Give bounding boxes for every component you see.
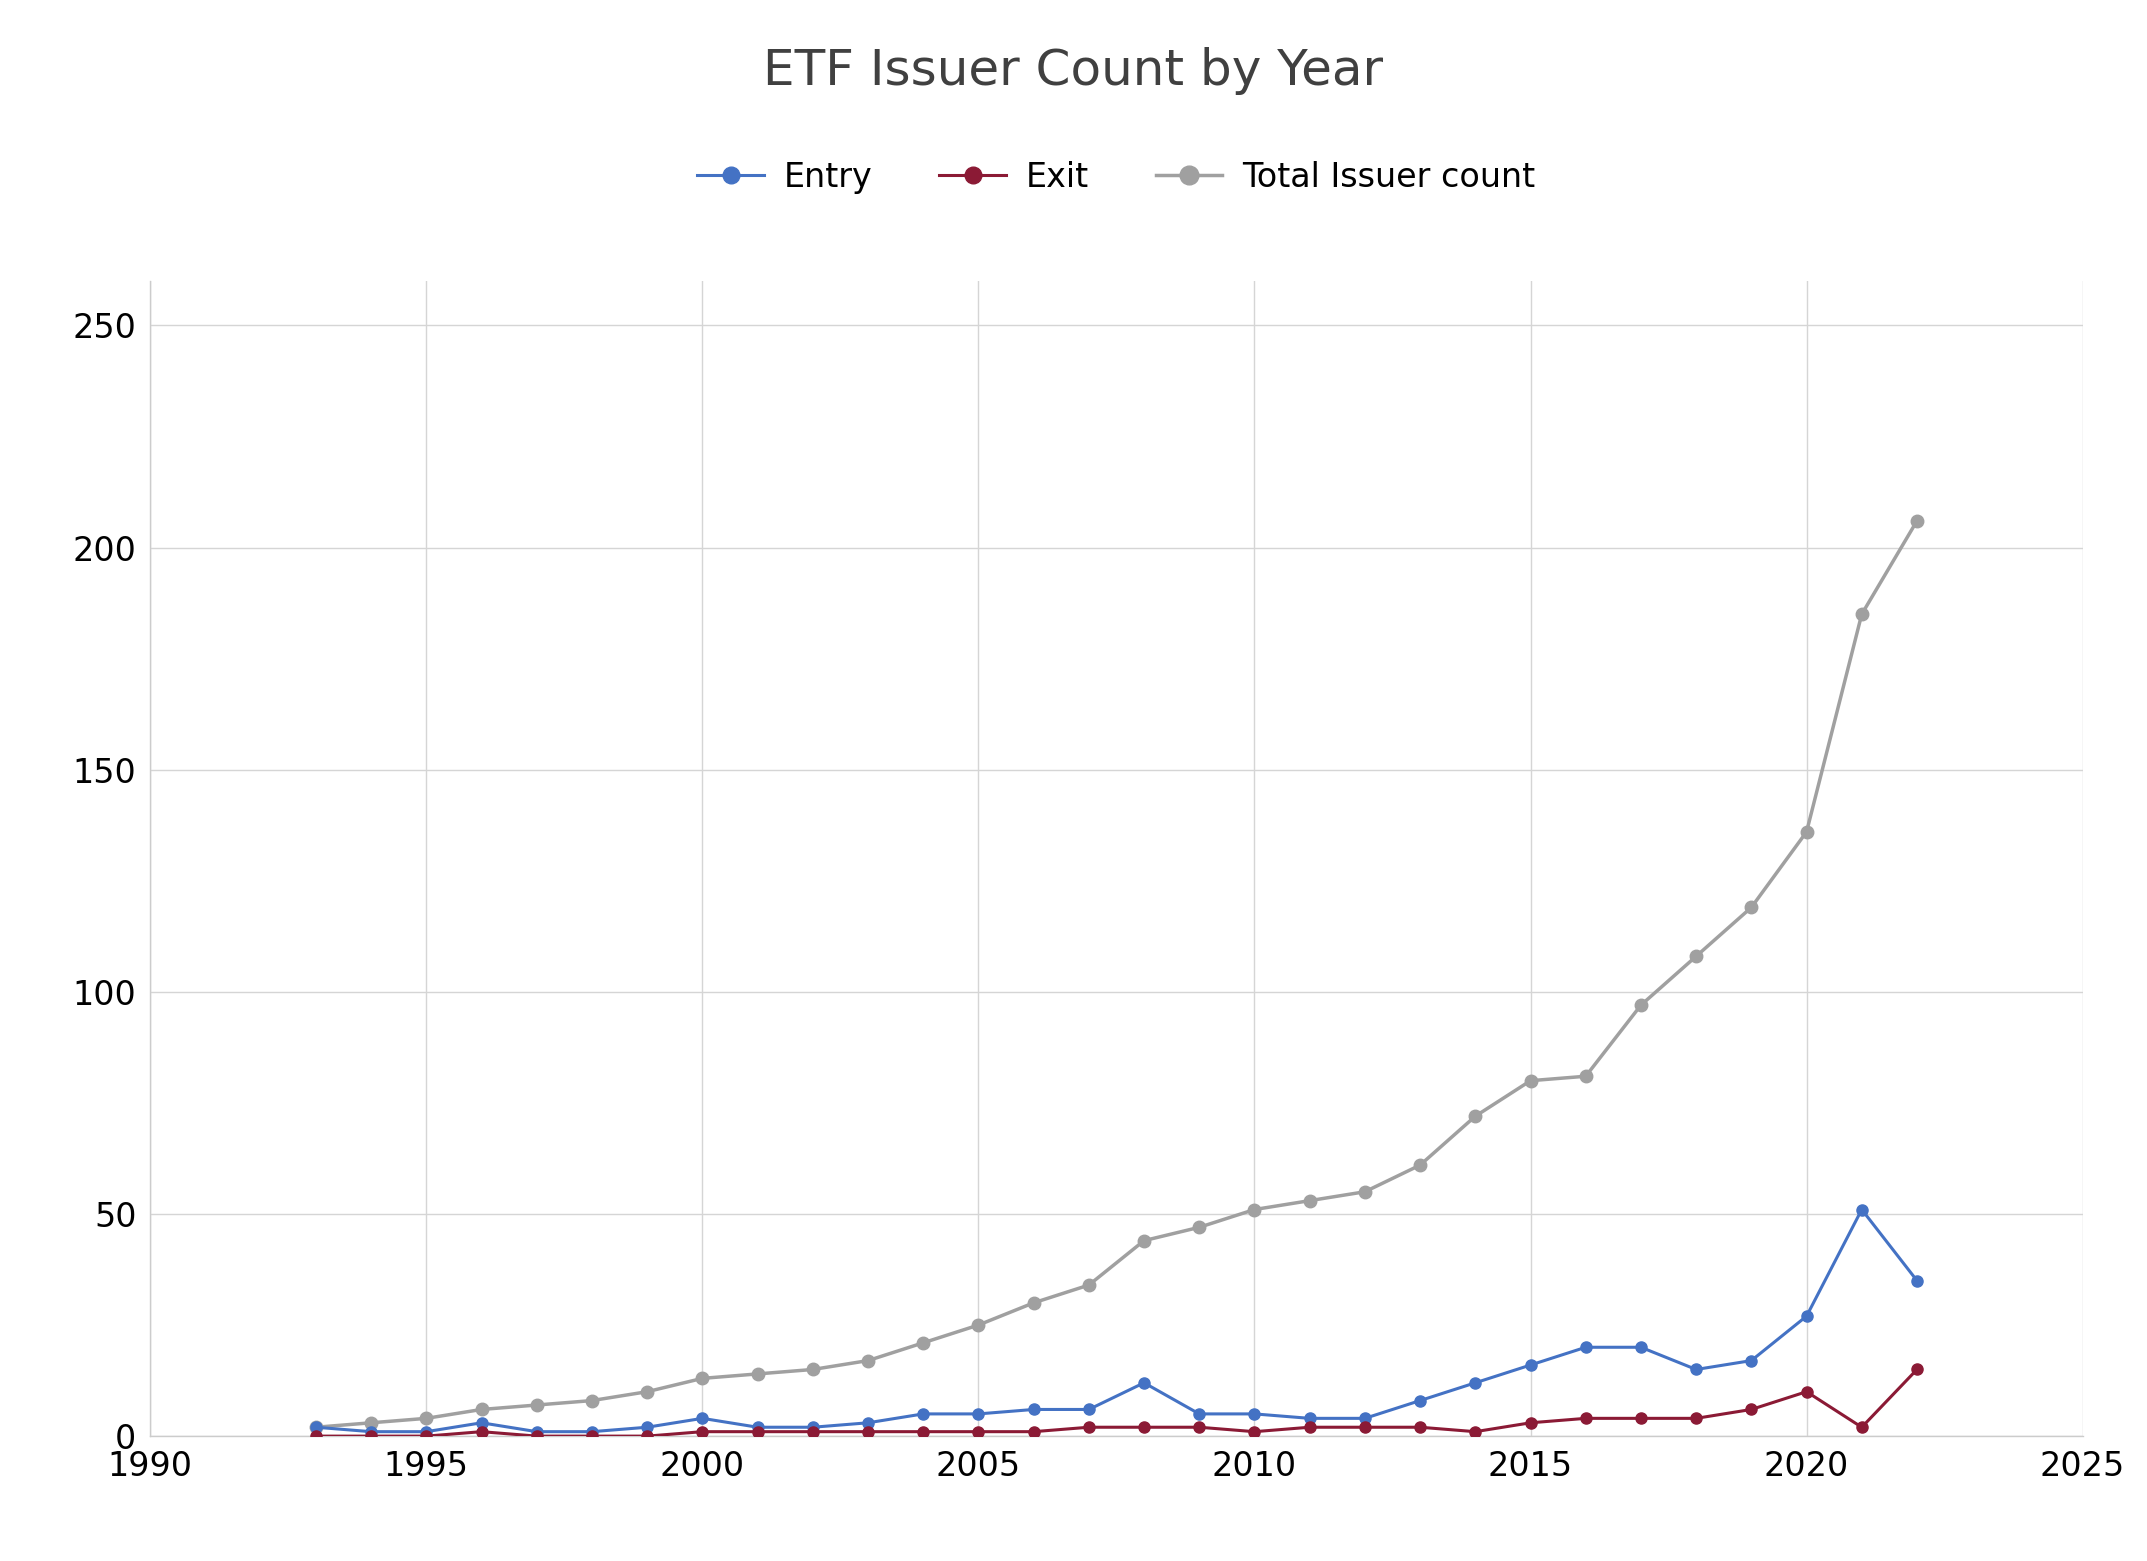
- Entry: [745, 1417, 771, 1436]
- Exit: [1518, 1413, 1544, 1431]
- Exit: [1739, 1400, 1765, 1419]
- Exit: [1020, 1422, 1046, 1441]
- Entry: [1574, 1338, 1600, 1357]
- Line: Total Issuer count: Total Issuer count: [309, 515, 1924, 1433]
- Total Issuer count: [1241, 1200, 1267, 1219]
- Total Issuer count: [1076, 1275, 1101, 1294]
- Exit: [414, 1427, 440, 1445]
- Entry: [1739, 1352, 1765, 1371]
- Total Issuer count: [1574, 1066, 1600, 1085]
- Entry: [1518, 1355, 1544, 1374]
- Exit: [1353, 1417, 1378, 1436]
- Exit: [689, 1422, 715, 1441]
- Entry: [1849, 1200, 1874, 1219]
- Entry: [689, 1410, 715, 1428]
- Entry: [1187, 1405, 1213, 1424]
- Entry: [1683, 1360, 1709, 1378]
- Legend: Entry, Exit, Total Issuer count: Entry, Exit, Total Issuer count: [685, 147, 1548, 208]
- Entry: [1406, 1391, 1432, 1410]
- Exit: [580, 1427, 605, 1445]
- Line: Entry: Entry: [311, 1204, 1922, 1438]
- Total Issuer count: [1793, 823, 1819, 841]
- Exit: [1187, 1417, 1213, 1436]
- Total Issuer count: [303, 1417, 328, 1436]
- Exit: [801, 1422, 827, 1441]
- Total Issuer count: [468, 1400, 494, 1419]
- Exit: [524, 1427, 550, 1445]
- Exit: [1131, 1417, 1157, 1436]
- Exit: [1904, 1360, 1930, 1378]
- Exit: [1849, 1417, 1874, 1436]
- Exit: [468, 1422, 494, 1441]
- Total Issuer count: [1462, 1107, 1488, 1125]
- Total Issuer count: [1406, 1155, 1432, 1174]
- Total Issuer count: [414, 1410, 440, 1428]
- Total Issuer count: [1518, 1071, 1544, 1090]
- Entry: [580, 1422, 605, 1441]
- Entry: [966, 1405, 992, 1424]
- Total Issuer count: [689, 1369, 715, 1388]
- Total Issuer count: [1627, 996, 1653, 1015]
- Total Issuer count: [1353, 1182, 1378, 1200]
- Entry: [1627, 1338, 1653, 1357]
- Entry: [855, 1413, 880, 1431]
- Line: Exit: Exit: [311, 1364, 1922, 1442]
- Exit: [1462, 1422, 1488, 1441]
- Total Issuer count: [1849, 604, 1874, 623]
- Exit: [633, 1427, 659, 1445]
- Exit: [910, 1422, 936, 1441]
- Exit: [1574, 1410, 1600, 1428]
- Total Issuer count: [745, 1364, 771, 1383]
- Entry: [633, 1417, 659, 1436]
- Total Issuer count: [1297, 1191, 1323, 1210]
- Exit: [745, 1422, 771, 1441]
- Exit: [1297, 1417, 1323, 1436]
- Entry: [1020, 1400, 1046, 1419]
- Entry: [524, 1422, 550, 1441]
- Exit: [359, 1427, 384, 1445]
- Exit: [1406, 1417, 1432, 1436]
- Exit: [1683, 1410, 1709, 1428]
- Total Issuer count: [910, 1333, 936, 1352]
- Exit: [1241, 1422, 1267, 1441]
- Entry: [1462, 1374, 1488, 1392]
- Total Issuer count: [524, 1396, 550, 1414]
- Entry: [1793, 1307, 1819, 1325]
- Total Issuer count: [359, 1413, 384, 1431]
- Exit: [855, 1422, 880, 1441]
- Entry: [1076, 1400, 1101, 1419]
- Total Issuer count: [1187, 1218, 1213, 1236]
- Total Issuer count: [1683, 948, 1709, 966]
- Entry: [1297, 1410, 1323, 1428]
- Total Issuer count: [580, 1391, 605, 1410]
- Total Issuer count: [1131, 1232, 1157, 1250]
- Text: ETF Issuer Count by Year: ETF Issuer Count by Year: [764, 47, 1383, 95]
- Total Issuer count: [633, 1383, 659, 1402]
- Total Issuer count: [801, 1360, 827, 1378]
- Total Issuer count: [1020, 1294, 1046, 1313]
- Exit: [303, 1427, 328, 1445]
- Entry: [303, 1417, 328, 1436]
- Entry: [1241, 1405, 1267, 1424]
- Total Issuer count: [1904, 512, 1930, 531]
- Total Issuer count: [966, 1316, 992, 1335]
- Exit: [1076, 1417, 1101, 1436]
- Entry: [801, 1417, 827, 1436]
- Exit: [1627, 1410, 1653, 1428]
- Entry: [359, 1422, 384, 1441]
- Entry: [414, 1422, 440, 1441]
- Entry: [1353, 1410, 1378, 1428]
- Entry: [1904, 1271, 1930, 1289]
- Entry: [468, 1413, 494, 1431]
- Total Issuer count: [855, 1352, 880, 1371]
- Exit: [1793, 1383, 1819, 1402]
- Exit: [966, 1422, 992, 1441]
- Total Issuer count: [1739, 898, 1765, 916]
- Entry: [1131, 1374, 1157, 1392]
- Entry: [910, 1405, 936, 1424]
